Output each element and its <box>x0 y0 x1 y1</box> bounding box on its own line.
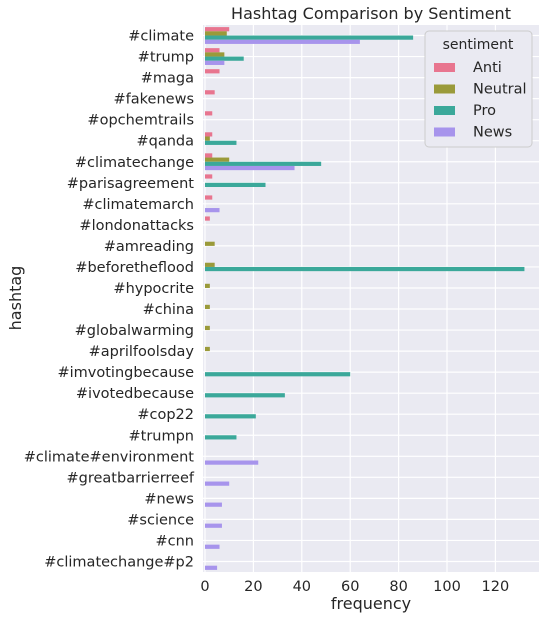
y-tick-label: #science <box>127 512 194 528</box>
y-tick-label: #fakenews <box>114 92 194 108</box>
bar-news <box>205 39 360 44</box>
bar-pro <box>205 56 244 61</box>
y-tick-label: #opchemtrails <box>87 113 194 129</box>
bar-pro <box>205 435 237 440</box>
bar-neutral <box>205 52 225 57</box>
bar-anti <box>205 216 210 221</box>
y-tick-label: #trumpn <box>128 428 194 444</box>
y-tick-label: #amreading <box>104 239 194 255</box>
bar-pro <box>205 140 237 145</box>
x-tick-label: 40 <box>293 579 311 595</box>
bar-anti <box>205 27 230 32</box>
x-tick-label: 0 <box>200 579 209 595</box>
bar-neutral <box>205 136 210 141</box>
x-tick-label: 60 <box>341 579 359 595</box>
y-tick-label: #climate#environment <box>24 449 195 465</box>
chart-title: Hashtag Comparison by Sentiment <box>231 4 511 23</box>
legend-swatch-pro <box>434 106 455 115</box>
x-tick-labels: 0 20 40 60 80 100 120 <box>200 579 509 595</box>
bar-news <box>205 208 220 213</box>
bar-neutral <box>205 346 210 352</box>
y-tick-label: #climatechange#p2 <box>44 554 194 570</box>
legend-swatch-anti <box>434 63 455 72</box>
bar-anti <box>205 174 213 179</box>
bar-pro <box>205 393 285 398</box>
bar-anti <box>205 48 220 53</box>
x-axis-title: frequency <box>331 594 411 613</box>
legend-label-neutral: Neutral <box>473 82 527 98</box>
y-tick-label: #climate <box>128 29 194 45</box>
y-tick-label: #imvotingbecause <box>57 365 194 381</box>
y-tick-label: #qanda <box>136 134 194 150</box>
bar-neutral <box>205 262 215 267</box>
bar-news <box>205 544 220 549</box>
y-tick-label: #news <box>144 491 194 507</box>
bars <box>205 27 525 570</box>
bar-neutral <box>205 304 210 310</box>
bar-news <box>205 481 230 486</box>
y-tick-labels: #climate #trump #maga #fakenews #opchemtrail… <box>24 29 195 571</box>
y-tick-label: #hypocrite <box>113 281 194 297</box>
bar-anti <box>205 195 213 200</box>
bar-news <box>205 165 295 171</box>
bar-anti <box>205 90 215 95</box>
bar-neutral <box>205 241 215 246</box>
legend-swatch-neutral <box>434 84 455 94</box>
legend-swatch-news <box>434 127 455 137</box>
bar-anti <box>205 69 220 74</box>
bar-pro <box>205 266 525 272</box>
y-tick-label: #maga <box>141 71 194 87</box>
y-tick-label: #cnn <box>155 533 194 549</box>
bar-anti <box>205 111 213 116</box>
bar-news <box>205 460 259 465</box>
legend-items: Anti Neutral Pro News <box>434 60 527 141</box>
y-tick-label: #cop22 <box>137 407 194 423</box>
y-tick-label: #climatemarch <box>82 197 194 213</box>
y-tick-label: #globalwarming <box>75 323 194 339</box>
bar-news <box>205 502 222 507</box>
bar-pro <box>205 161 322 166</box>
y-tick-label: #trump <box>138 50 194 66</box>
bar-neutral <box>205 325 210 331</box>
x-tick-label: 100 <box>433 579 461 595</box>
y-tick-label: #londonattacks <box>79 218 194 234</box>
legend-label-anti: Anti <box>473 60 502 76</box>
x-tick-label: 120 <box>482 579 510 595</box>
y-tick-label: #climatechange <box>75 155 194 171</box>
legend-label-news: News <box>473 125 512 141</box>
legend: sentiment Anti Neutral Pro News <box>424 30 533 148</box>
bar-neutral <box>205 31 227 36</box>
bar-news <box>205 565 218 570</box>
bar-pro <box>205 182 266 187</box>
legend-box <box>424 30 533 148</box>
bar-pro <box>205 414 256 419</box>
y-tick-label: #china <box>143 302 194 318</box>
legend-label-pro: Pro <box>473 103 496 119</box>
y-tick-label: #parisagreement <box>67 176 195 192</box>
bar-pro <box>205 372 351 377</box>
bar-news <box>205 60 225 65</box>
y-tick-label: #ivotedbecause <box>76 386 194 402</box>
bar-anti <box>205 132 213 137</box>
legend-title: sentiment <box>443 37 514 53</box>
bar-anti <box>205 153 213 158</box>
x-tick-label: 80 <box>389 579 407 595</box>
bar-pro <box>205 35 414 40</box>
y-tick-label: #greatbarrierreef <box>67 470 195 486</box>
x-tick-label: 20 <box>244 579 262 595</box>
y-tick-label: #beforetheflood <box>75 260 194 276</box>
y-tick-label: #aprilfoolsday <box>89 344 195 360</box>
y-axis-title: hashtag <box>6 266 25 331</box>
bar-news <box>205 523 222 528</box>
bar-neutral <box>205 283 210 288</box>
bar-neutral <box>205 157 230 162</box>
